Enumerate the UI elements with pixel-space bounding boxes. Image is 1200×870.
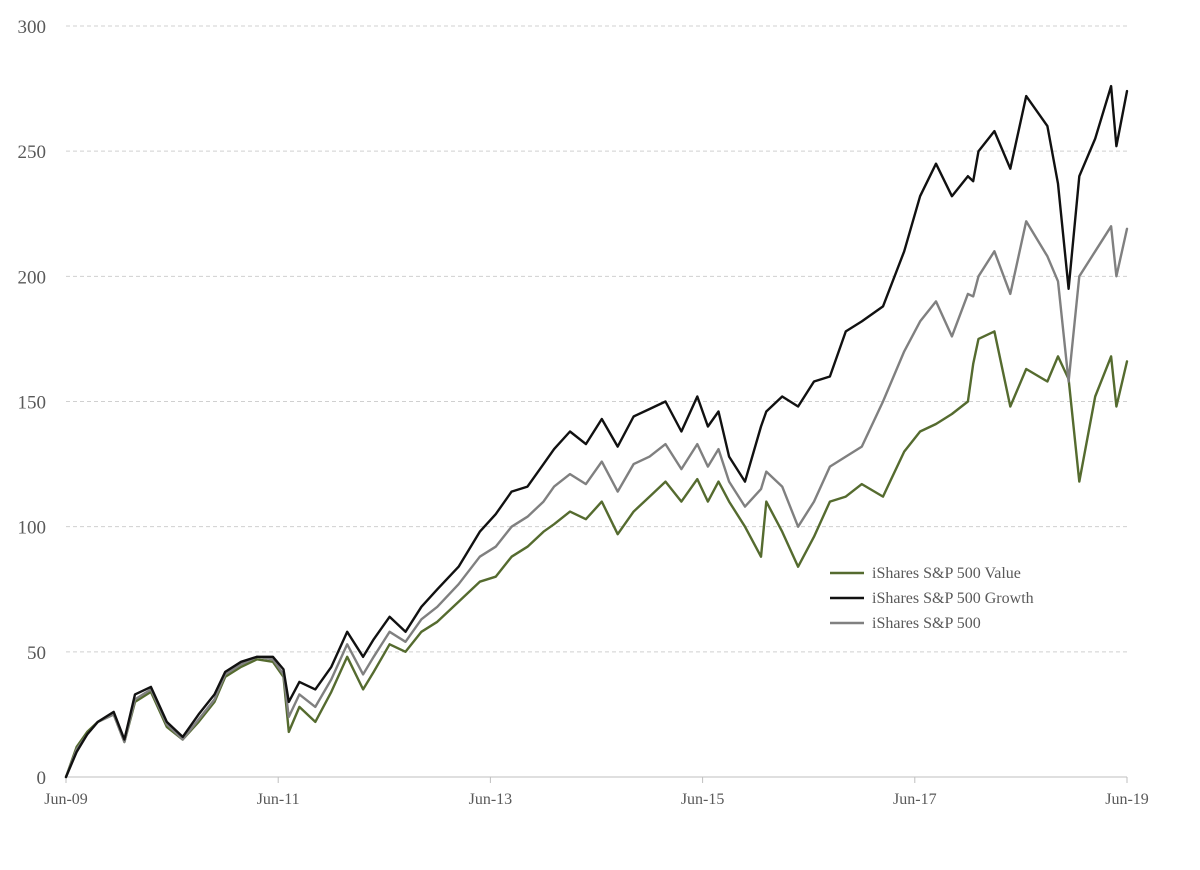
y-tick-label: 150 — [18, 393, 47, 414]
x-tick-label: Jun-13 — [469, 791, 513, 808]
gridlines — [66, 25, 1127, 653]
legend-label-value: iShares S&P 500 Value — [872, 565, 1021, 582]
series-lines — [64, 84, 1129, 779]
y-tick-label: 50 — [27, 643, 46, 664]
legend-item-value: iShares S&P 500 Value — [830, 565, 1021, 582]
y-tick-label: 0 — [37, 768, 47, 789]
y-tick-label: 300 — [18, 17, 47, 38]
series-line-growth — [64, 84, 1129, 779]
y-tick-label: 200 — [18, 267, 47, 288]
legend-label-sp500: iShares S&P 500 — [872, 615, 981, 632]
series-line-value — [64, 330, 1129, 779]
series-line-sp500 — [64, 220, 1129, 779]
legend-label-growth: iShares S&P 500 Growth — [872, 590, 1034, 607]
legend-item-sp500: iShares S&P 500 — [830, 615, 981, 632]
x-axis: Jun-09 Jun-11 Jun-13 Jun-15 Jun-17 Jun-19 — [44, 777, 1149, 808]
x-tick-label: Jun-11 — [257, 791, 300, 808]
y-tick-label: 100 — [18, 518, 47, 539]
x-tick-label: Jun-15 — [681, 791, 725, 808]
x-tick-label: Jun-19 — [1105, 791, 1149, 808]
y-axis: 0 50 100 150 200 250 300 — [18, 17, 47, 789]
y-tick-label: 250 — [18, 142, 47, 163]
x-tick-label: Jun-17 — [893, 791, 937, 808]
legend: iShares S&P 500 Value iShares S&P 500 Gr… — [830, 565, 1034, 632]
x-tick-label: Jun-09 — [44, 791, 88, 808]
legend-item-growth: iShares S&P 500 Growth — [830, 590, 1034, 607]
